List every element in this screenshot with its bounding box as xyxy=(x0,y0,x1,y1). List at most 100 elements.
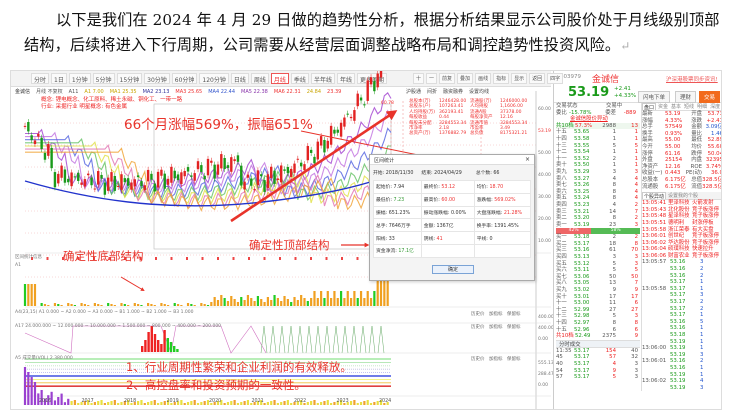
tick-row-cell: 54 xyxy=(556,367,563,374)
panel-tool-button[interactable]: 历史价 xyxy=(471,357,485,362)
volume-bar-lower xyxy=(113,400,116,405)
ok-button[interactable]: 确定 xyxy=(432,265,474,274)
indicator-bar xyxy=(166,338,169,352)
indicator-line xyxy=(24,325,267,355)
right-tick-row-cell: 53.19 xyxy=(670,378,686,385)
right-tick-row-cell: 53.16 xyxy=(670,358,686,365)
count-value: 66 xyxy=(493,171,500,176)
volume-bar xyxy=(330,298,333,306)
buy-total-row-cell: 9 xyxy=(634,333,638,340)
buy-level-cell: 53.12 xyxy=(574,260,590,267)
chart-link[interactable]: 间折 xyxy=(427,89,438,95)
alert-tab[interactable]: 个股异动 xyxy=(642,192,667,201)
buy-level-cell: 53.13 xyxy=(574,254,590,261)
flash-order-button[interactable]: 闪电下单 xyxy=(638,91,671,103)
period-tab[interactable]: 1日 xyxy=(51,73,67,84)
volume-bar-lower xyxy=(280,402,283,405)
chart-link[interactable]: 沪股通 xyxy=(406,89,422,95)
stat-row-cell: 3.09亿 xyxy=(705,124,722,131)
period-tab[interactable]: 120分钟 xyxy=(199,73,229,84)
buy-level: 买五 53.12 5 3 xyxy=(556,261,640,268)
volume-bar-lower xyxy=(203,401,206,405)
stats-cell: 振幅: 651.23% xyxy=(373,205,422,220)
panel-tool-button[interactable]: 保留标 xyxy=(507,357,521,362)
chart-tool-button[interactable]: 叠加 xyxy=(457,73,474,84)
stats-label: 阴线: xyxy=(423,236,436,242)
kline-chart[interactable] xyxy=(11,71,553,410)
signal-mark xyxy=(356,257,359,260)
period-tab[interactable]: 5分钟 xyxy=(92,73,115,84)
panel-tool-button[interactable]: 加指标 xyxy=(489,312,503,317)
panel-tool-button[interactable]: 历史价 xyxy=(471,312,485,317)
period-tab[interactable]: 分时 xyxy=(31,73,50,84)
end-field[interactable]: 结束: 2024/04/29 xyxy=(421,169,461,176)
panel-tool-button[interactable]: 加指标 xyxy=(489,357,503,362)
news-link[interactable]: 金诚信股价异动 xyxy=(570,116,608,123)
alert-tab[interactable]: 设置我的个股 xyxy=(668,193,699,200)
candle xyxy=(299,162,303,167)
quote-tab[interactable]: 基本 xyxy=(671,104,682,110)
period-tab[interactable]: 60分钟 xyxy=(171,73,198,84)
period-tab[interactable]: 1分钟 xyxy=(68,73,91,84)
chart-tool-button[interactable]: 指标 xyxy=(493,73,510,84)
period-tab[interactable]: 15分钟 xyxy=(116,73,143,84)
period-tab[interactable]: 日线 xyxy=(230,73,249,84)
gain-annotation: 66个月涨幅569%，振幅651% xyxy=(124,117,313,133)
signal-mark xyxy=(170,257,173,260)
period-tab[interactable]: 月线 xyxy=(270,73,289,84)
finance-button[interactable]: 理财 xyxy=(675,91,697,103)
signal-mark xyxy=(248,257,250,260)
trade-button[interactable]: 交易 xyxy=(699,91,721,103)
volume-bar-lower xyxy=(107,402,110,405)
quote-tab[interactable]: 深度 xyxy=(710,104,721,110)
chart-tool-button[interactable]: 返回 xyxy=(529,73,546,84)
quote-tab[interactable]: 盘口 xyxy=(642,103,657,111)
start-field[interactable]: 开始: 2018/11/30 xyxy=(373,169,413,176)
panel-tool-button[interactable]: 保留标 xyxy=(507,312,521,317)
buy-level-cell: 6 xyxy=(612,326,616,333)
chart-link[interactable]: 设置均线 xyxy=(469,89,490,95)
period-tab[interactable]: 半年线 xyxy=(310,73,335,84)
buy-level: 十三 52.98 5 3 xyxy=(556,313,640,320)
sell-level-cell: 2 xyxy=(612,155,616,162)
chart-tool-button[interactable]: 十 xyxy=(413,73,425,84)
sell-level-cell: 1 xyxy=(634,155,638,162)
volume-bar xyxy=(27,284,30,306)
chart-tool-button[interactable]: 画线 xyxy=(475,73,492,84)
stat-row-cell: ROE xyxy=(690,163,702,170)
right-tick-row: 13:06:02 53.19 4 xyxy=(642,378,721,385)
right-tick-row-cell: 1 xyxy=(700,325,704,332)
panel-tool-button[interactable]: 保留标 xyxy=(507,325,521,330)
signal-mark xyxy=(186,257,188,260)
quote-tab[interactable]: 明细 xyxy=(697,104,708,110)
info-cell: 人均持股(万) xyxy=(409,109,436,115)
candle xyxy=(83,179,87,187)
stat-row-cell: 1.46 xyxy=(710,130,722,137)
volume-bar-lower xyxy=(137,401,140,405)
stat-row-cell: 外盘 xyxy=(642,157,653,164)
stock-concepts: 概念: 锂电概念、化工原料、稀土永磁、铜化工、一带一路 xyxy=(41,97,183,103)
quote-tab[interactable]: 短线 xyxy=(684,104,695,110)
period-tab[interactable]: 30分钟 xyxy=(144,73,170,84)
buy-level: 买七 53.06 50 50 xyxy=(556,274,640,281)
chart-link[interactable]: 融资融券 xyxy=(443,89,464,95)
quote-tab[interactable]: 资金 xyxy=(658,104,669,110)
chart-tool-button[interactable]: 一 xyxy=(426,73,438,84)
volume-bar-lower xyxy=(110,401,113,405)
panel-tool-button[interactable]: 加指标 xyxy=(489,325,503,330)
news-link[interactable]: 沪深港股票同步资讯! xyxy=(666,77,718,83)
candle xyxy=(329,125,333,145)
period-tab[interactable]: 年线 xyxy=(336,73,355,84)
buy-level-cell: 27 xyxy=(609,306,616,313)
close-icon[interactable]: × xyxy=(524,156,530,163)
period-tab[interactable]: 周线 xyxy=(250,73,269,84)
panel-tool-button[interactable]: 历史价 xyxy=(471,325,485,330)
chart-tool-button[interactable]: 显示 xyxy=(511,73,528,84)
info-cell: 流通股(万) xyxy=(470,99,492,104)
right-tick-row: 53.19 3 xyxy=(642,385,721,392)
signal-mark xyxy=(341,257,343,260)
period-tab[interactable]: 季线 xyxy=(290,73,309,84)
chart-tool-button[interactable]: 四字 xyxy=(547,73,564,84)
candle xyxy=(126,178,130,186)
chart-tool-button[interactable]: 前复 xyxy=(439,73,456,84)
